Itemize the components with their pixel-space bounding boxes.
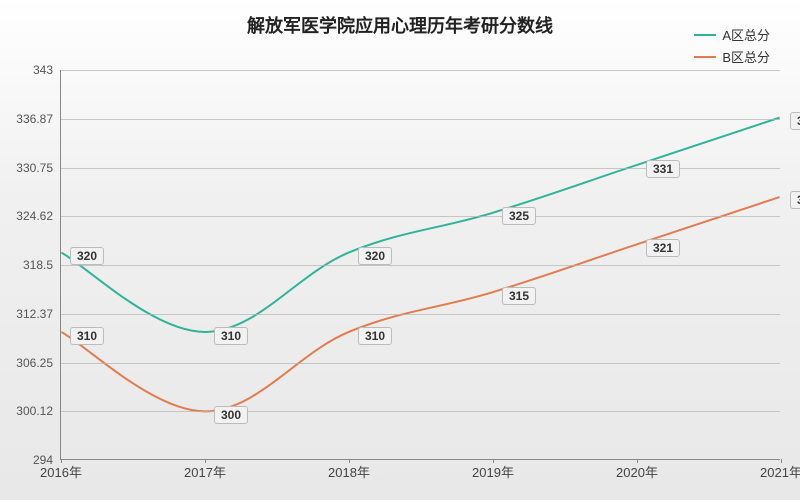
y-axis-label: 343 [33, 63, 61, 77]
chart-title: 解放军医学院应用心理历年考研分数线 [247, 12, 553, 38]
y-axis-label: 306.25 [16, 356, 61, 370]
data-point-label: 315 [502, 287, 536, 305]
series-line [61, 118, 779, 332]
y-axis-label: 300.12 [16, 404, 61, 418]
data-point-label: 320 [358, 247, 392, 265]
x-tick-mark [493, 459, 494, 463]
grid-line [61, 411, 780, 412]
x-axis-label: 2017年 [184, 462, 226, 481]
legend-label-a: A区总分 [722, 25, 770, 44]
legend-label-b: B区总分 [722, 47, 770, 66]
y-axis-label: 336.87 [16, 112, 61, 126]
legend-item-b: B区总分 [694, 47, 770, 66]
x-tick-mark [637, 459, 638, 463]
y-axis-label: 312.37 [16, 307, 61, 321]
x-axis-label: 2016年 [40, 462, 82, 481]
legend-swatch-b [694, 56, 716, 58]
x-tick-mark [349, 459, 350, 463]
x-axis-label: 2021年 [760, 462, 800, 481]
legend: A区总分 B区总分 [694, 25, 770, 69]
x-tick-mark [205, 459, 206, 463]
x-tick-mark [781, 459, 782, 463]
legend-swatch-a [694, 34, 716, 36]
data-point-label: 300 [214, 406, 248, 424]
data-point-label: 321 [646, 239, 680, 257]
y-axis-label: 330.75 [16, 161, 61, 175]
data-point-label: 310 [358, 327, 392, 345]
grid-line [61, 265, 780, 266]
grid-line [61, 216, 780, 217]
legend-item-a: A区总分 [694, 25, 770, 44]
plot-area: 294300.12306.25312.37318.5324.62330.7533… [60, 70, 780, 460]
data-point-label: 320 [70, 247, 104, 265]
y-axis-label: 318.5 [23, 258, 61, 272]
data-point-label: 310 [70, 327, 104, 345]
chart-container: 解放军医学院应用心理历年考研分数线 A区总分 B区总分 294300.12306… [0, 0, 800, 500]
data-point-label: 337 [790, 112, 800, 130]
grid-line [61, 70, 780, 71]
data-point-label: 310 [214, 327, 248, 345]
x-axis-label: 2018年 [328, 462, 370, 481]
y-axis-label: 324.62 [16, 209, 61, 223]
grid-line [61, 363, 780, 364]
series-line [61, 197, 779, 411]
x-axis-label: 2020年 [616, 462, 658, 481]
grid-line [61, 314, 780, 315]
data-point-label: 325 [502, 207, 536, 225]
x-tick-mark [61, 459, 62, 463]
x-axis-label: 2019年 [472, 462, 514, 481]
data-point-label: 331 [646, 160, 680, 178]
data-point-label: 327 [790, 191, 800, 209]
grid-line [61, 119, 780, 120]
